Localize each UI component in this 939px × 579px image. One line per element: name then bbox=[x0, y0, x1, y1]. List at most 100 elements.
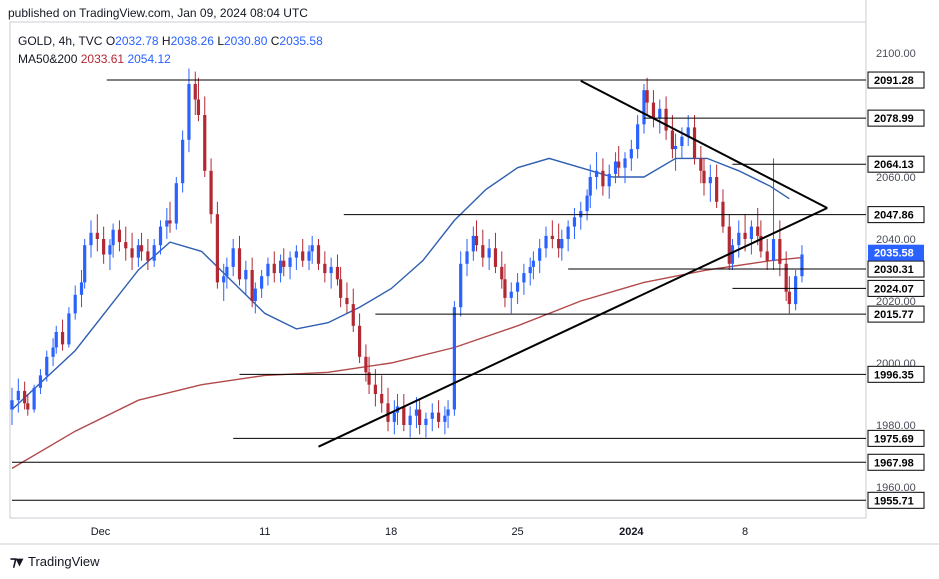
candle-body bbox=[307, 251, 311, 261]
candle-body bbox=[165, 220, 169, 227]
candle-body bbox=[544, 235, 548, 249]
level-label-box bbox=[867, 453, 925, 471]
candle-body bbox=[471, 235, 475, 252]
level-label: 2030.31 bbox=[874, 264, 914, 276]
ma200-line bbox=[11, 256, 803, 470]
candle-body bbox=[83, 245, 87, 283]
candle-body bbox=[528, 266, 532, 274]
candle-body bbox=[67, 313, 71, 345]
y-tick-label: 2100.00 bbox=[876, 48, 916, 60]
candle-body bbox=[193, 84, 197, 100]
candle-body bbox=[787, 291, 791, 305]
candle-body bbox=[209, 170, 213, 215]
candle-body bbox=[294, 251, 298, 258]
level-label-box bbox=[867, 206, 925, 224]
candle-body bbox=[282, 260, 286, 267]
candle-body bbox=[474, 235, 479, 246]
candle-body bbox=[23, 390, 27, 404]
level-label: 2078.99 bbox=[874, 113, 914, 125]
candle-body bbox=[316, 245, 321, 264]
candle-body bbox=[174, 183, 178, 224]
x-tick-label: 2024 bbox=[619, 526, 644, 538]
last-price-box bbox=[868, 244, 924, 261]
candle-body bbox=[373, 384, 377, 394]
trendline bbox=[318, 207, 828, 448]
tradingview-footer[interactable]: ⁊▾ TradingView bbox=[10, 553, 100, 570]
candle-body bbox=[380, 394, 384, 404]
y-tick-label: 2020.00 bbox=[876, 296, 916, 308]
candle-body bbox=[237, 248, 242, 280]
candle-body bbox=[607, 173, 611, 187]
candle-body bbox=[749, 226, 754, 239]
candle-body bbox=[673, 146, 678, 150]
level-label-box bbox=[867, 491, 925, 509]
candle-body bbox=[231, 248, 235, 267]
close-label: C bbox=[270, 34, 280, 48]
candle-body bbox=[493, 248, 498, 267]
candle-body bbox=[152, 245, 156, 261]
candle-body bbox=[367, 372, 371, 385]
candle-body bbox=[89, 232, 93, 246]
last-price-label: 2035.58 bbox=[874, 248, 914, 260]
candle-body bbox=[323, 263, 327, 274]
candle-body bbox=[503, 279, 507, 298]
candle-body bbox=[522, 273, 526, 283]
ma-label[interactable]: MA50&200 bbox=[18, 52, 78, 66]
candle-body bbox=[446, 409, 450, 416]
level-label: 2064.13 bbox=[874, 159, 914, 171]
candle-body bbox=[737, 232, 741, 246]
candle-body bbox=[601, 170, 605, 187]
candle-body bbox=[550, 235, 554, 239]
candle-body bbox=[487, 248, 491, 258]
candle-body bbox=[613, 161, 618, 174]
tradingview-logo-icon: ⁊▾ bbox=[10, 553, 23, 569]
candle-body bbox=[139, 245, 144, 252]
candle-body bbox=[146, 251, 150, 261]
symbol-label[interactable]: GOLD, 4h, TVC bbox=[18, 34, 103, 48]
low-label: L bbox=[217, 34, 224, 48]
candle-body bbox=[424, 418, 428, 425]
candle-body bbox=[594, 170, 599, 177]
candle-body bbox=[203, 115, 207, 171]
candle-body bbox=[459, 263, 463, 308]
candle-body bbox=[158, 226, 163, 246]
level-label: 1955.71 bbox=[874, 495, 914, 507]
candle-body bbox=[95, 232, 99, 239]
candle-body bbox=[430, 412, 434, 419]
candle-body bbox=[54, 332, 58, 348]
ma50-line bbox=[11, 157, 790, 411]
low-value: 2030.80 bbox=[224, 34, 268, 48]
candle-body bbox=[500, 266, 504, 280]
candle-body bbox=[658, 108, 662, 119]
candle-body bbox=[386, 403, 390, 422]
candle-body bbox=[538, 248, 542, 261]
candle-body bbox=[60, 332, 65, 345]
candle-body bbox=[181, 139, 185, 184]
candle-body bbox=[402, 406, 406, 425]
candle-body bbox=[481, 245, 485, 258]
candle-body bbox=[111, 229, 115, 246]
candle-body bbox=[651, 102, 656, 119]
level-label: 1967.98 bbox=[874, 457, 914, 469]
level-label: 2091.28 bbox=[874, 75, 914, 87]
y-tick-label: 1960.00 bbox=[876, 482, 916, 494]
candle-body bbox=[215, 214, 219, 283]
candle-body bbox=[727, 226, 731, 264]
candle-body bbox=[364, 356, 368, 373]
candle-body bbox=[617, 161, 621, 168]
candle-body bbox=[345, 297, 349, 305]
level-label: 2047.86 bbox=[874, 210, 914, 222]
candle-body bbox=[756, 226, 760, 236]
level-label-box bbox=[867, 279, 925, 297]
candle-body bbox=[765, 251, 769, 261]
ma-legend: MA50&200 2033.61 2054.12 bbox=[18, 52, 171, 66]
candle-body bbox=[288, 257, 292, 267]
candle-body bbox=[588, 177, 592, 196]
candle-body bbox=[784, 263, 788, 292]
candle-body bbox=[515, 282, 520, 292]
candle-body bbox=[225, 266, 229, 277]
candle-body bbox=[560, 239, 564, 249]
candle-body bbox=[130, 248, 134, 258]
high-label: H bbox=[161, 34, 171, 48]
